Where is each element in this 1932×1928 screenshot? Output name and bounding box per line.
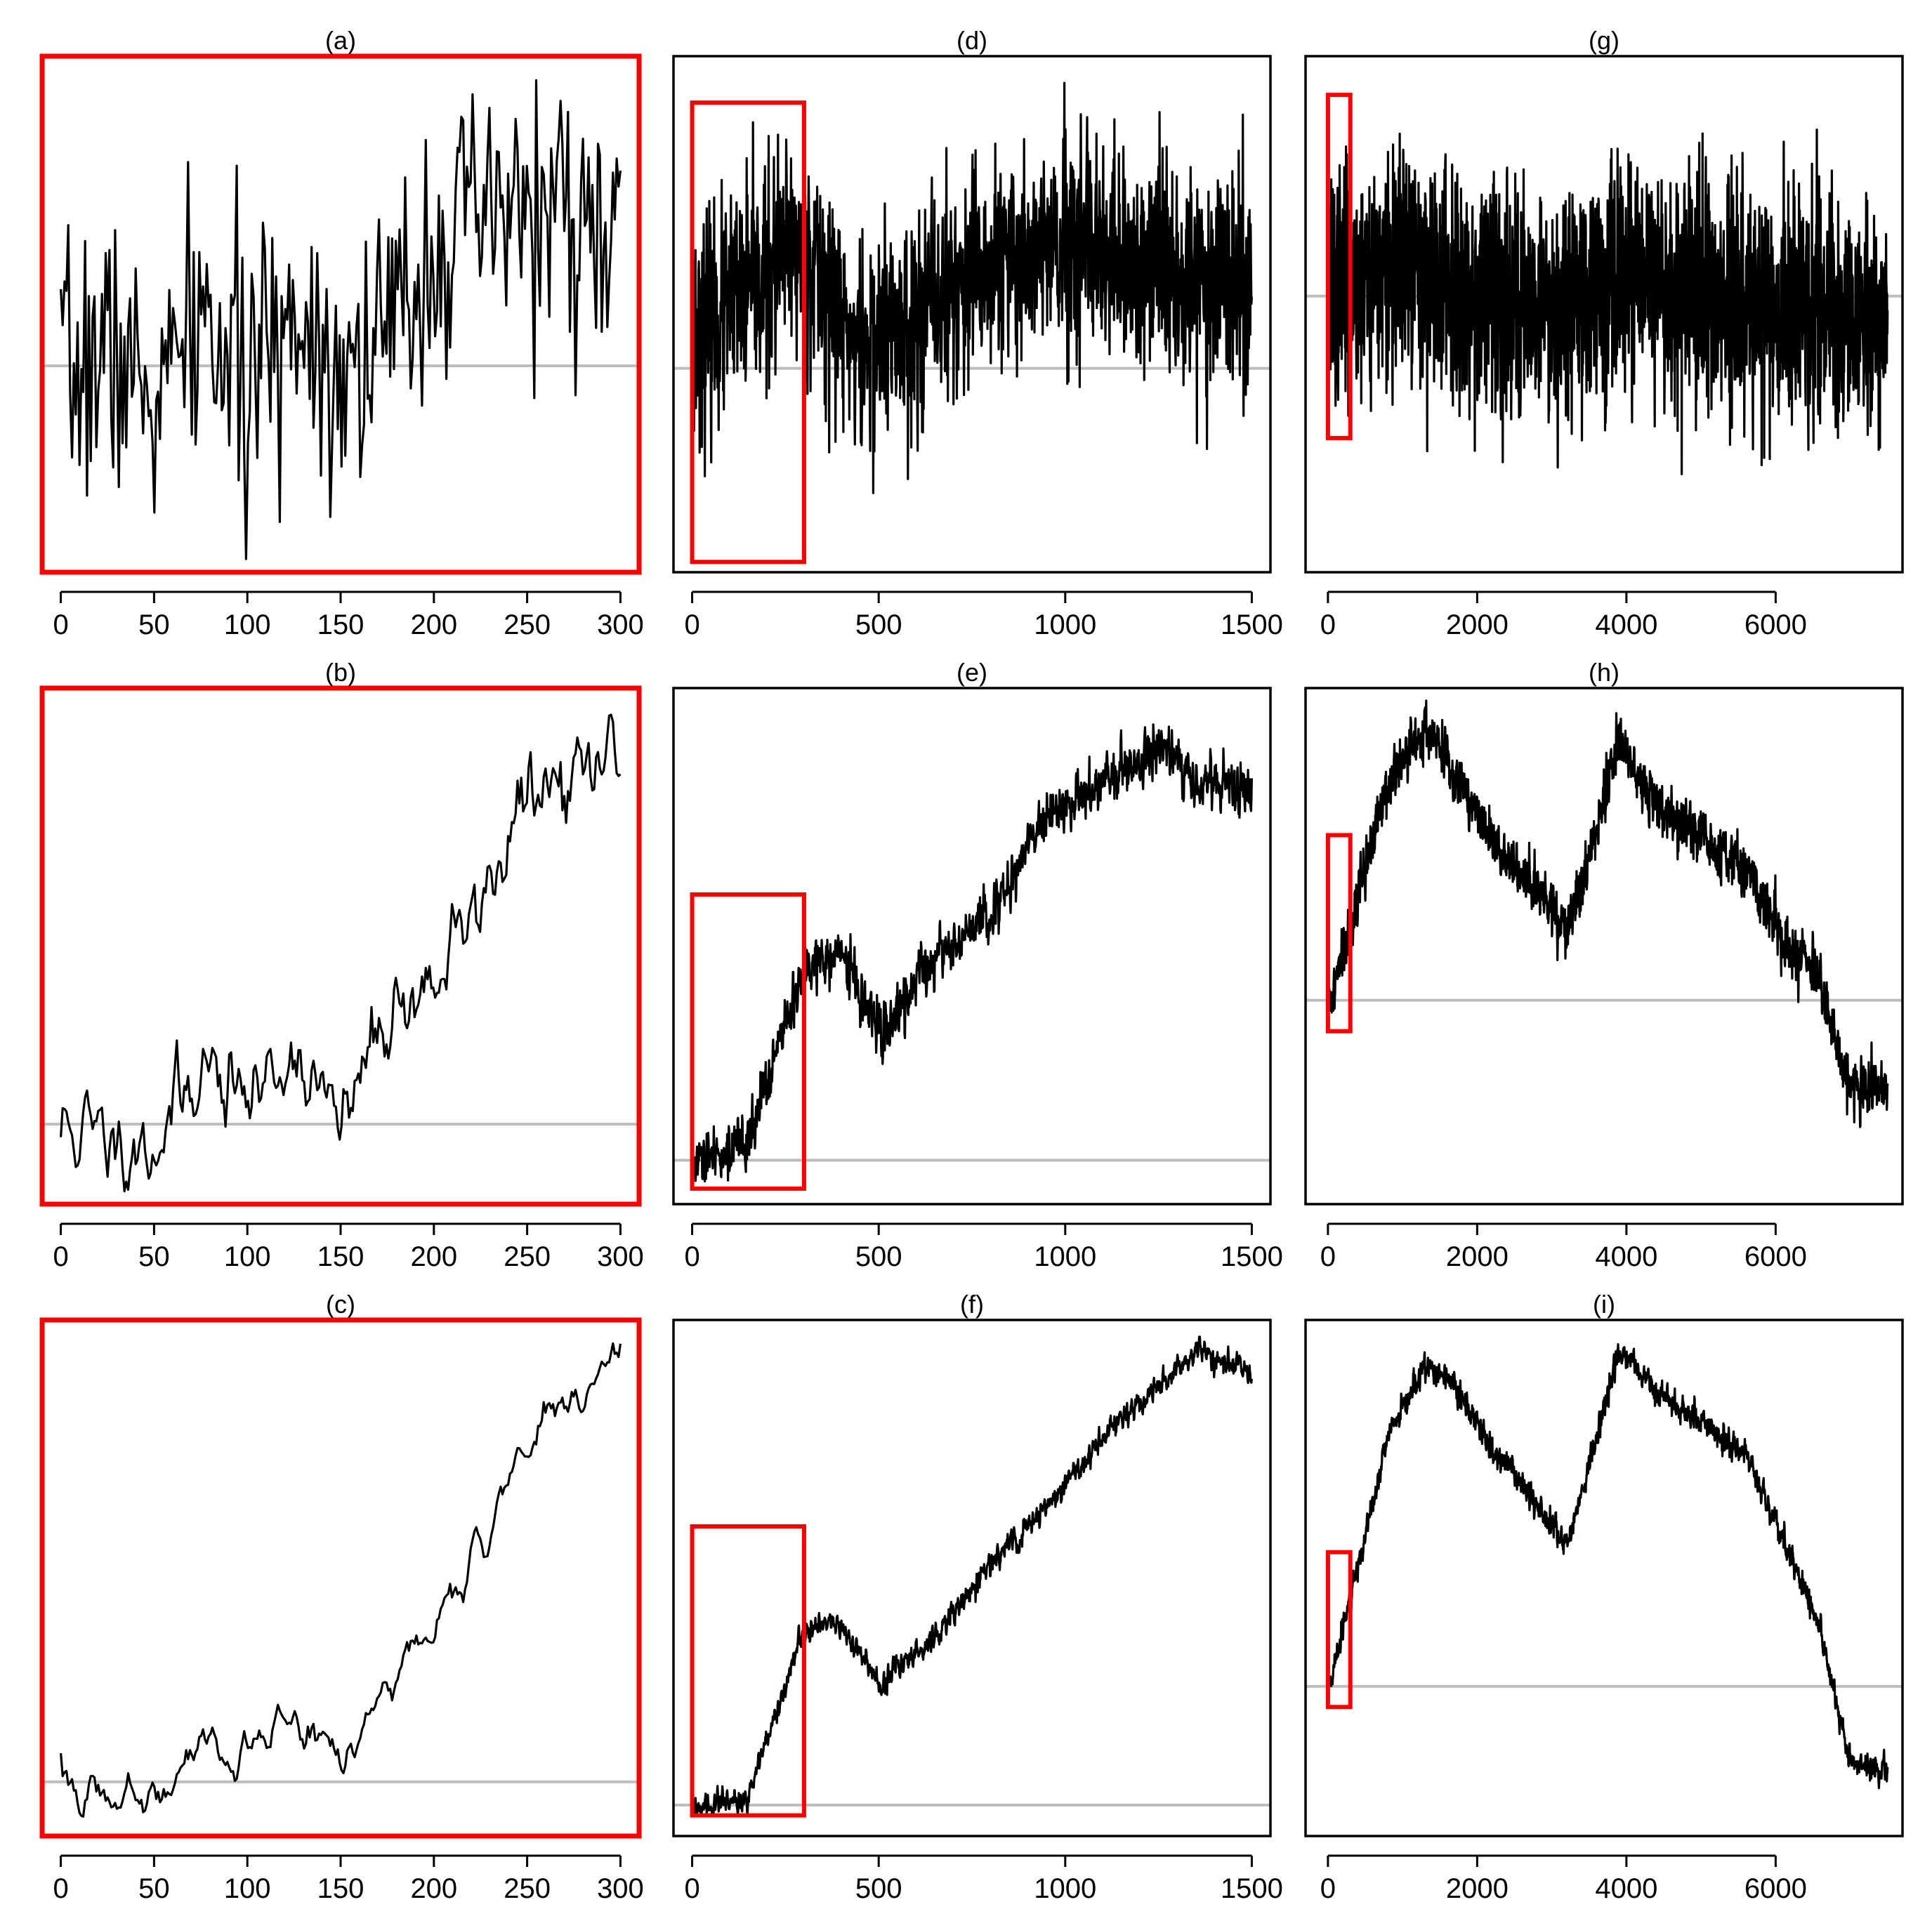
x-tick-label: 0 xyxy=(1320,1241,1336,1272)
x-tick-label: 0 xyxy=(1320,1873,1336,1904)
x-tick-label: 50 xyxy=(138,609,170,640)
panel-title: (e) xyxy=(957,658,987,687)
x-tick-label: 0 xyxy=(53,1873,68,1904)
panel-title: (b) xyxy=(325,658,356,687)
panel-g: (g) 0 2000 4000 6000 xyxy=(1304,26,1904,640)
panel-title: (g) xyxy=(1589,26,1619,55)
x-tick-label: 150 xyxy=(317,1873,364,1904)
x-tick-label: 1000 xyxy=(1034,1873,1096,1904)
x-tick-label: 2000 xyxy=(1446,609,1509,640)
panel-title: (f) xyxy=(960,1290,984,1319)
x-tick-label: 50 xyxy=(138,1241,170,1272)
series-line xyxy=(60,79,622,560)
x-tick-label: 0 xyxy=(53,1241,68,1272)
panel-f: (f) 0 500 1000 1500 xyxy=(672,1290,1283,1904)
panel-title: (c) xyxy=(326,1290,355,1319)
x-tick-label: 0 xyxy=(1320,609,1336,640)
plot-frame xyxy=(672,55,1272,574)
highlight-box xyxy=(1325,833,1353,1034)
panel-d: (d) 0 500 1000 1500 xyxy=(672,26,1283,640)
highlight-box xyxy=(1325,1550,1353,1710)
panel-title: (h) xyxy=(1589,658,1619,687)
x-tick-label: 200 xyxy=(410,1241,457,1272)
x-tick-label: 2000 xyxy=(1446,1873,1509,1904)
panel-c: (c) 0 50 100 150 200 250 300 xyxy=(39,1290,644,1904)
x-tick-label: 500 xyxy=(855,609,902,640)
x-tick-label: 1000 xyxy=(1034,609,1096,640)
x-tick-label: 250 xyxy=(504,609,551,640)
x-tick-label: 500 xyxy=(855,1241,902,1272)
panel-e: (e) 0 500 1000 1500 xyxy=(672,658,1283,1272)
x-tick-label: 2000 xyxy=(1446,1241,1509,1272)
plot-frame xyxy=(1304,55,1904,574)
x-tick-label: 300 xyxy=(597,1873,644,1904)
x-tick-label: 50 xyxy=(138,1873,170,1904)
x-tick-label: 6000 xyxy=(1744,1241,1807,1272)
x-tick-label: 0 xyxy=(684,1873,699,1904)
x-tick-label: 100 xyxy=(224,1873,271,1904)
x-tick-label: 1500 xyxy=(1221,1241,1283,1272)
x-tick-label: 4000 xyxy=(1595,1873,1657,1904)
series-line xyxy=(1327,128,1889,475)
x-tick-label: 0 xyxy=(684,609,699,640)
plot-frame xyxy=(1304,1319,1904,1837)
plot-frame xyxy=(672,1319,1272,1837)
x-tick-label: 100 xyxy=(224,609,271,640)
panel-title: (d) xyxy=(957,26,987,55)
x-tick-label: 250 xyxy=(504,1873,551,1904)
highlight-box xyxy=(1325,93,1353,440)
panel-title: (i) xyxy=(1593,1290,1615,1319)
highlight-frame xyxy=(39,53,642,575)
x-tick-label: 4000 xyxy=(1595,609,1657,640)
x-tick-label: 6000 xyxy=(1744,1873,1807,1904)
x-tick-label: 6000 xyxy=(1744,609,1807,640)
panel-i: (i) 0 2000 4000 6000 xyxy=(1304,1290,1904,1904)
x-tick-label: 0 xyxy=(53,609,68,640)
panel-title: (a) xyxy=(325,26,356,55)
x-tick-label: 250 xyxy=(504,1241,551,1272)
x-tick-label: 300 xyxy=(597,1241,644,1272)
x-tick-label: 300 xyxy=(597,609,644,640)
x-tick-label: 200 xyxy=(410,1873,457,1904)
series-line xyxy=(1327,699,1889,1128)
series-line xyxy=(60,713,622,1193)
series-line xyxy=(691,81,1253,494)
series-line xyxy=(1327,1343,1889,1790)
plot-frame xyxy=(672,687,1272,1206)
x-tick-label: 1500 xyxy=(1221,609,1283,640)
panel-b: (b) 0 50 100 150 200 250 300 xyxy=(39,658,644,1272)
series-line xyxy=(691,723,1253,1183)
highlight-frame xyxy=(39,1317,642,1839)
series-line xyxy=(691,1335,1253,1817)
panel-h: (h) 0 2000 4000 6000 xyxy=(1304,658,1904,1272)
x-tick-label: 100 xyxy=(224,1241,271,1272)
panel-a: (a) 0 50 100 150 200 250 300 xyxy=(39,26,644,640)
series-line xyxy=(60,1342,622,1818)
x-tick-label: 1500 xyxy=(1221,1873,1283,1904)
highlight-box xyxy=(690,1524,806,1818)
highlight-frame xyxy=(39,685,642,1207)
x-tick-label: 0 xyxy=(684,1241,699,1272)
x-tick-label: 500 xyxy=(855,1873,902,1904)
highlight-box xyxy=(690,100,806,564)
x-tick-label: 150 xyxy=(317,609,364,640)
plot-frame xyxy=(1304,687,1904,1206)
x-tick-label: 1000 xyxy=(1034,1241,1096,1272)
x-tick-label: 4000 xyxy=(1595,1241,1657,1272)
highlight-box xyxy=(690,892,806,1191)
x-tick-label: 200 xyxy=(410,609,457,640)
x-tick-label: 150 xyxy=(317,1241,364,1272)
